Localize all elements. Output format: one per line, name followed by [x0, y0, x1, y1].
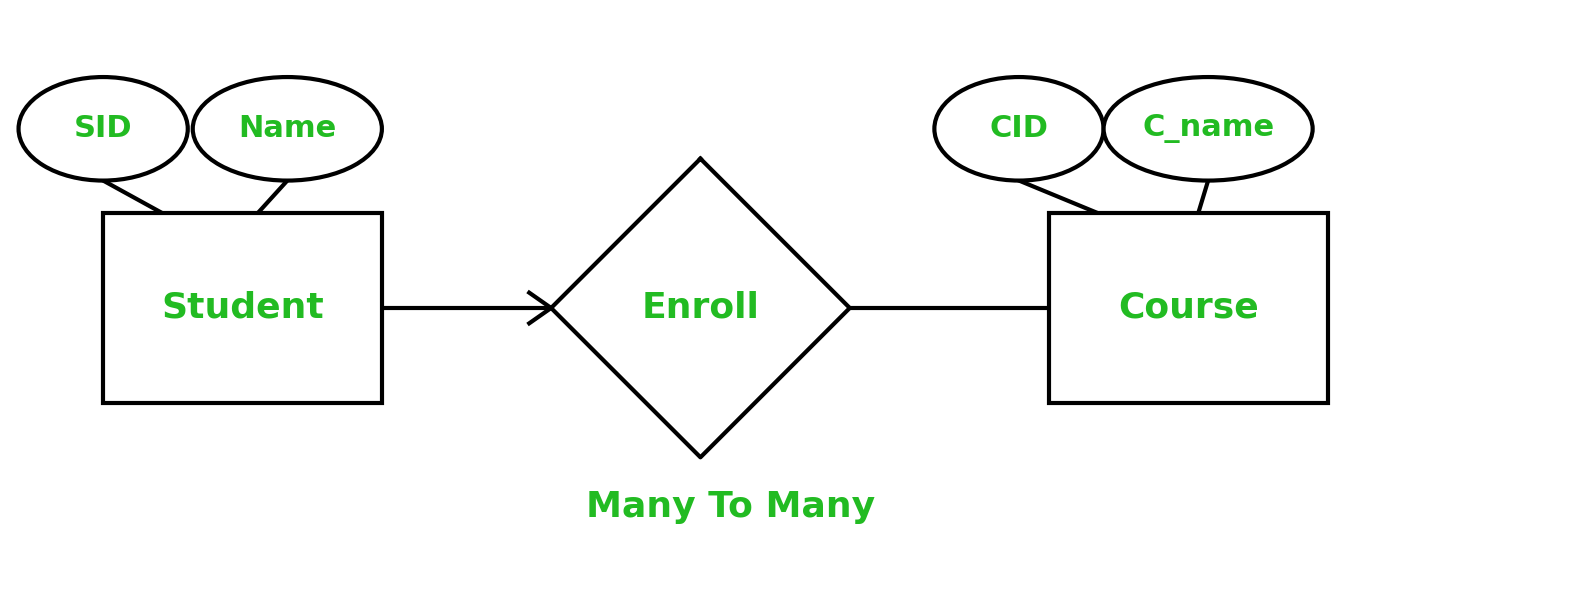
Bar: [1049, 213, 1328, 403]
Text: Name: Name: [238, 114, 336, 143]
Text: Many To Many: Many To Many: [585, 490, 875, 524]
Text: Course: Course: [1117, 291, 1259, 325]
Text: C_name: C_name: [1141, 114, 1274, 143]
Bar: [104, 213, 383, 403]
Text: SID: SID: [73, 114, 132, 143]
Text: CID: CID: [990, 114, 1049, 143]
Ellipse shape: [1103, 77, 1312, 181]
Ellipse shape: [193, 77, 383, 181]
Polygon shape: [552, 159, 850, 457]
Text: Enroll: Enroll: [641, 291, 759, 325]
Ellipse shape: [19, 77, 188, 181]
Text: Student: Student: [161, 291, 324, 325]
Ellipse shape: [934, 77, 1103, 181]
